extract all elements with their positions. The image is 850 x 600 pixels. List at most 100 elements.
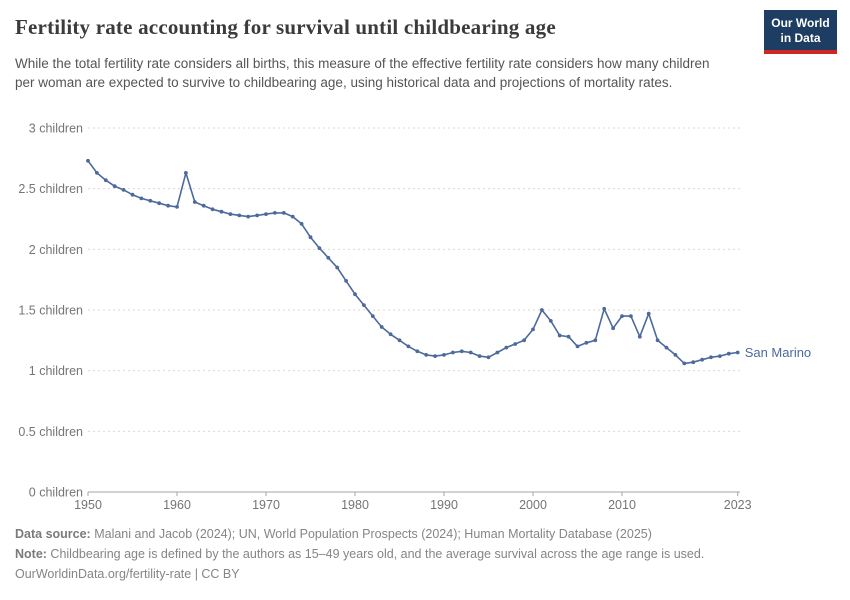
y-axis-tick-label: 0 children xyxy=(29,486,83,500)
data-point[interactable] xyxy=(397,338,402,343)
data-point[interactable] xyxy=(566,334,571,339)
data-point[interactable] xyxy=(522,338,526,343)
data-point[interactable] xyxy=(468,350,473,355)
x-axis-tick-label: 2023 xyxy=(724,498,752,512)
data-point[interactable] xyxy=(103,178,108,183)
data-point[interactable] xyxy=(584,340,589,345)
data-point[interactable] xyxy=(379,325,384,329)
data-point[interactable] xyxy=(718,354,722,358)
x-axis-tick-label: 2010 xyxy=(608,498,636,512)
data-point[interactable] xyxy=(388,332,393,337)
data-source-line: Data source: Malani and Jacob (2024); UN… xyxy=(15,527,652,541)
data-point[interactable] xyxy=(540,308,544,312)
owid-logo-line1: Our World xyxy=(771,16,830,30)
data-point[interactable] xyxy=(602,306,607,311)
x-axis-tick-label: 1990 xyxy=(430,498,458,512)
data-point[interactable] xyxy=(477,354,482,358)
note-label: Note: xyxy=(15,547,47,561)
data-point[interactable] xyxy=(513,342,518,346)
data-point[interactable] xyxy=(148,198,153,203)
data-point[interactable] xyxy=(353,292,357,297)
data-point[interactable] xyxy=(664,345,669,350)
data-point[interactable] xyxy=(611,326,615,331)
data-point[interactable] xyxy=(557,333,562,338)
chart-subtitle: While the total fertility rate considers… xyxy=(15,56,710,91)
data-point[interactable] xyxy=(548,319,553,323)
data-point[interactable] xyxy=(531,327,535,332)
data-point[interactable] xyxy=(95,171,99,175)
data-point[interactable] xyxy=(459,349,464,354)
note-line: Note: Childbearing age is defined by the… xyxy=(15,547,704,561)
data-point[interactable] xyxy=(166,203,171,208)
data-point[interactable] xyxy=(486,355,491,360)
data-point[interactable] xyxy=(246,214,251,219)
data-point[interactable] xyxy=(451,350,455,355)
data-point[interactable] xyxy=(415,349,420,354)
data-point[interactable] xyxy=(112,184,117,189)
data-point[interactable] xyxy=(139,196,144,201)
data-point[interactable] xyxy=(130,192,135,197)
y-axis-tick-label: 2.5 children xyxy=(18,182,83,196)
data-point[interactable] xyxy=(201,203,206,208)
data-point[interactable] xyxy=(228,212,233,217)
data-point[interactable] xyxy=(264,212,268,217)
data-source-text: Malani and Jacob (2024); UN, World Popul… xyxy=(90,527,652,541)
data-point[interactable] xyxy=(219,209,224,214)
data-point[interactable] xyxy=(637,334,642,339)
data-point[interactable] xyxy=(700,357,704,362)
data-point[interactable] xyxy=(504,345,509,350)
data-point[interactable] xyxy=(424,353,429,357)
data-point[interactable] xyxy=(655,338,660,343)
chart-line[interactable] xyxy=(87,160,738,365)
data-point[interactable] xyxy=(273,211,277,215)
y-axis-tick-label: 1.5 children xyxy=(18,304,83,318)
data-point[interactable] xyxy=(682,361,687,366)
x-axis-tick-label: 1950 xyxy=(74,498,102,512)
data-point[interactable] xyxy=(406,344,411,349)
page-title: Fertility rate accounting for survival u… xyxy=(15,15,556,39)
data-point[interactable] xyxy=(281,211,286,215)
data-point[interactable] xyxy=(299,222,304,226)
data-point[interactable] xyxy=(575,344,580,349)
data-point[interactable] xyxy=(629,314,633,318)
series-label[interactable]: San Marino xyxy=(745,345,811,360)
data-point[interactable] xyxy=(362,303,366,307)
data-point[interactable] xyxy=(433,354,437,358)
data-point[interactable] xyxy=(210,207,215,212)
data-point[interactable] xyxy=(290,214,295,219)
data-point[interactable] xyxy=(442,353,446,357)
data-point[interactable] xyxy=(344,279,348,283)
data-point[interactable] xyxy=(184,171,188,175)
data-point[interactable] xyxy=(308,235,313,240)
y-axis-tick-label: 1 children xyxy=(29,364,83,378)
data-point[interactable] xyxy=(646,311,651,316)
data-point[interactable] xyxy=(255,213,259,218)
data-point[interactable] xyxy=(157,201,162,206)
license-line[interactable]: OurWorldinData.org/fertility-rate | CC B… xyxy=(15,567,240,581)
data-point[interactable] xyxy=(326,255,331,260)
data-point[interactable] xyxy=(121,188,126,192)
data-point[interactable] xyxy=(691,360,696,365)
x-axis-tick-label: 1980 xyxy=(341,498,369,512)
data-point[interactable] xyxy=(709,355,713,360)
data-point[interactable] xyxy=(735,350,740,355)
data-point[interactable] xyxy=(175,205,179,209)
data-point[interactable] xyxy=(726,351,731,356)
data-point[interactable] xyxy=(495,350,500,355)
data-point[interactable] xyxy=(370,314,375,318)
data-point[interactable] xyxy=(86,158,90,163)
x-axis-tick-label: 2000 xyxy=(519,498,547,512)
data-point[interactable] xyxy=(335,265,340,270)
data-point[interactable] xyxy=(237,213,242,218)
owid-logo-line2: in Data xyxy=(780,30,821,45)
data-point[interactable] xyxy=(317,246,322,251)
data-point[interactable] xyxy=(673,353,678,357)
owid-logo[interactable]: Our World in Data xyxy=(764,10,837,55)
data-point[interactable] xyxy=(593,338,598,343)
data-point[interactable] xyxy=(192,200,197,204)
x-axis-tick-label: 1970 xyxy=(252,498,280,512)
note-text: Childbearing age is defined by the autho… xyxy=(46,547,705,561)
y-axis-tick-label: 0.5 children xyxy=(18,425,83,439)
data-point[interactable] xyxy=(620,314,624,318)
